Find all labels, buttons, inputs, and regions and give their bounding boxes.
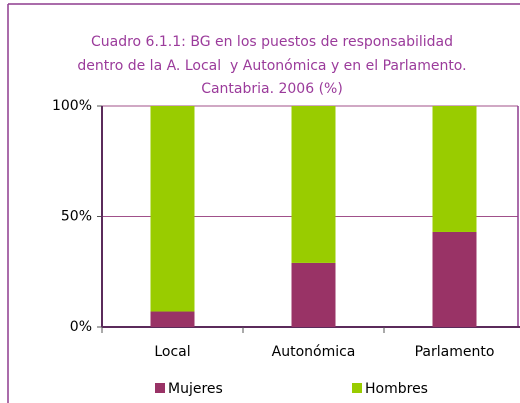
bar-segment xyxy=(432,106,477,232)
chart-title: Cuadro 6.1.1: BG en los puestos de respo… xyxy=(91,34,453,50)
legend-swatch xyxy=(352,383,362,393)
chart-title: Cantabria. 2006 (%) xyxy=(201,81,343,97)
x-tick-label: Local xyxy=(154,344,190,360)
bar-segment xyxy=(291,262,336,327)
bar-segment xyxy=(432,231,477,327)
bar-segment xyxy=(150,106,195,312)
legend-label: Hombres xyxy=(365,381,428,397)
y-tick-label: 100% xyxy=(52,98,92,114)
legend-label: Mujeres xyxy=(168,381,223,397)
bar-segment xyxy=(150,311,195,327)
chart-title: dentro de la A. Local y Autonómica y en … xyxy=(77,58,466,74)
y-tick-label: 0% xyxy=(70,319,92,335)
legend-swatch xyxy=(155,383,165,393)
x-tick-label: Parlamento xyxy=(415,344,495,360)
bar-segment xyxy=(291,106,336,263)
x-tick-label: Autonómica xyxy=(272,344,356,360)
y-tick-label: 50% xyxy=(61,209,92,225)
